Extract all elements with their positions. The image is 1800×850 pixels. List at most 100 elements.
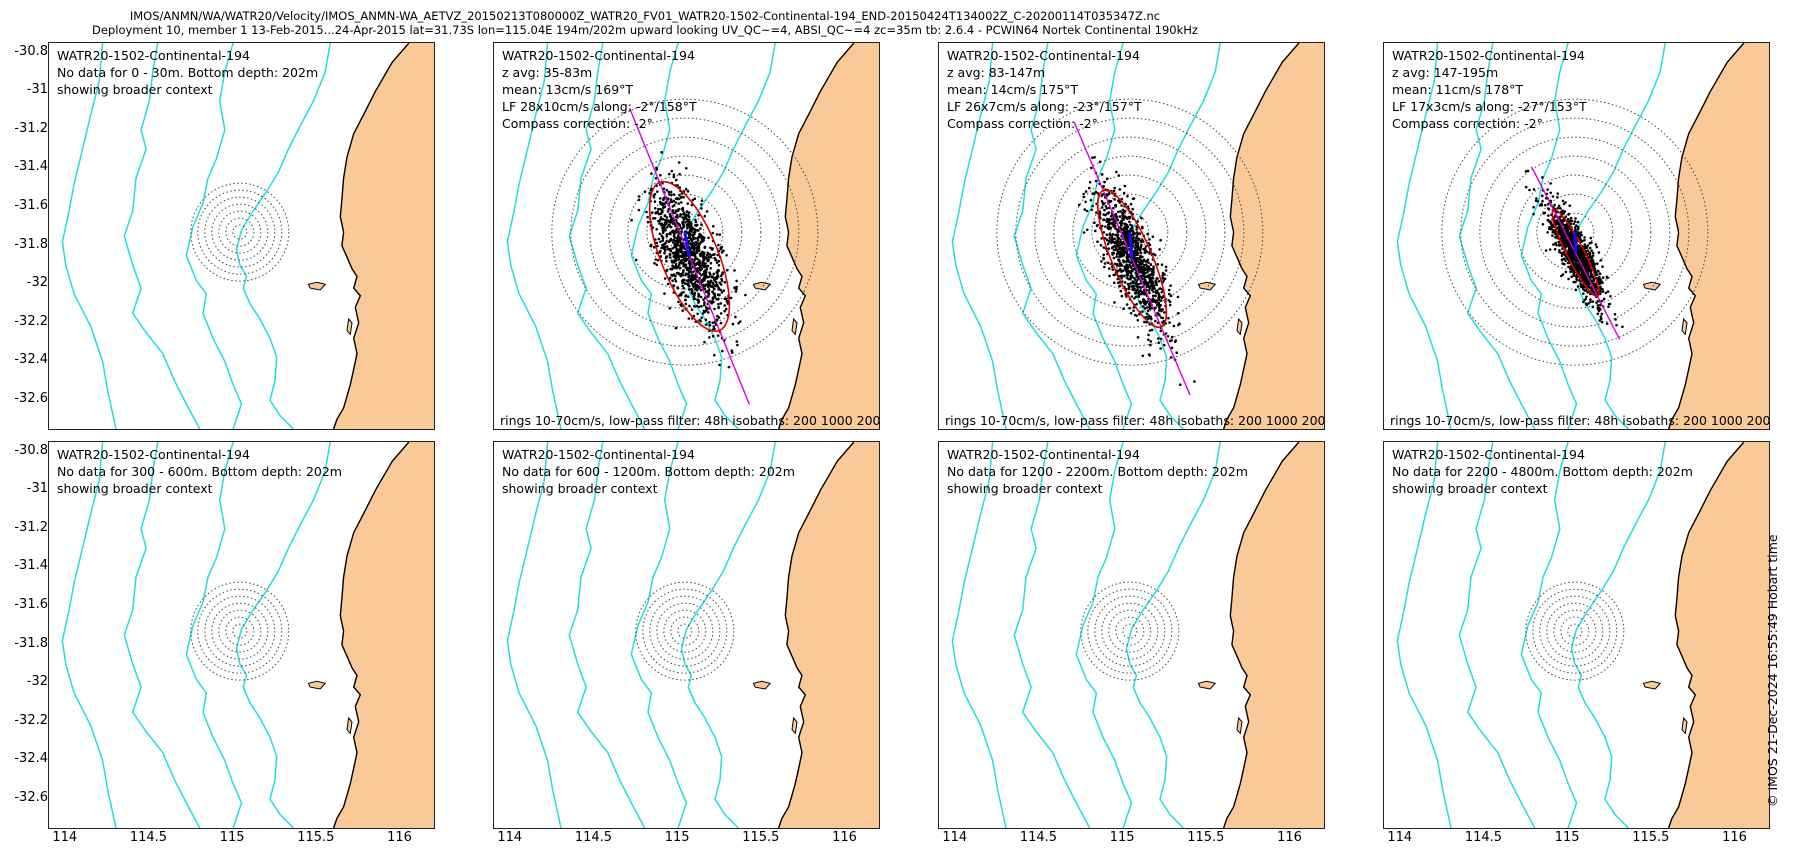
x-tick-label: 114.5 (1019, 830, 1058, 845)
coastline (332, 43, 410, 429)
panel-title: WATR20-1502-Continental-194 (1392, 447, 1585, 462)
map-panel-3: WATR20-1502-Continental-194 z avg: 83-147… (938, 42, 1325, 430)
ring-30cms (663, 609, 707, 653)
ring-40cms (608, 155, 762, 309)
ring-20cms (1091, 193, 1169, 271)
y-tick-label: -31.8 (14, 635, 48, 651)
x-tick-label: 115.5 (1632, 830, 1670, 845)
panel-info-line: showing broader context (947, 481, 1103, 496)
panel-info-line: Compass correction: -2° (947, 116, 1098, 131)
ring-50cms (204, 196, 276, 268)
island-rottnest (307, 680, 327, 690)
y-tick-label: -32.6 (14, 790, 48, 806)
ring-20cms (646, 193, 724, 271)
isobath-1000 (630, 442, 688, 828)
panel-info-line: z avg: 83-147m (947, 65, 1046, 80)
ring-50cms (649, 595, 721, 667)
panel-footer: rings 10-70cm/s, low-pass filter: 48h is… (945, 413, 1325, 428)
ring-70cms (551, 98, 819, 366)
ring-70cms (1080, 581, 1180, 681)
isobath-200 (235, 43, 331, 429)
coastline (1222, 442, 1300, 828)
panel-info-line: showing broader context (1392, 481, 1548, 496)
map-svg (1396, 43, 1769, 429)
land-area (778, 442, 879, 828)
map-svg (951, 442, 1324, 828)
ring-60cms (1015, 117, 1245, 347)
x-tick-label: 114.5 (574, 830, 613, 845)
panel-info-line: showing broader context (502, 481, 658, 496)
ring-60cms (570, 117, 800, 347)
panel-info-line: No data for 300 - 600m. Bottom depth: 20… (57, 464, 342, 479)
figure-title-line-1: IMOS/ANMN/WA/WATR20/Velocity/IMOS_ANMN-W… (129, 9, 1161, 23)
velocity-scatter (630, 151, 747, 369)
map-panel-8: WATR20-1502-Continental-194 No data for 2… (1383, 441, 1770, 829)
panel-info-line: Compass correction: -2° (502, 116, 653, 131)
panel-title: WATR20-1502-Continental-194 (57, 447, 250, 462)
map-svg (951, 43, 1324, 429)
ring-40cms (1101, 602, 1159, 660)
panel-text: WATR20-1502-Continental-194 z avg: 35-83m… (502, 47, 697, 132)
panel-title: WATR20-1502-Continental-194 (947, 447, 1140, 462)
x-tick-label: 116 (1277, 830, 1302, 845)
principal-axis-line (1073, 121, 1191, 396)
y-tick-label: -32 (26, 674, 48, 690)
panel-info-line: z avg: 147-195m (1392, 65, 1499, 80)
coastline (1667, 43, 1745, 429)
panel-info-line: mean: 13cm/s 169°T (502, 82, 634, 97)
figure-title-line-2: Deployment 10, member 1 13-Feb-2015...24… (92, 23, 1198, 37)
panel-title: WATR20-1502-Continental-194 (1392, 48, 1585, 63)
panel-text: WATR20-1502-Continental-194 No data for 6… (502, 446, 795, 497)
x-tick-label: 115.5 (1187, 830, 1225, 845)
ring-40cms (1053, 155, 1207, 309)
y-tick-label: -32.4 (14, 751, 48, 767)
island-garden (346, 716, 353, 735)
panel-info-line: LF 17x3cm/s along: -27°/153°T (1392, 99, 1587, 114)
x-tick-label: 116 (832, 830, 857, 845)
island-garden (791, 716, 798, 735)
y-tick-label: -32.2 (14, 712, 48, 728)
land-area (1223, 43, 1324, 429)
map-svg (61, 43, 434, 429)
coastline (332, 442, 410, 828)
ring-50cms (1094, 595, 1166, 667)
panel-title: WATR20-1502-Continental-194 (502, 447, 695, 462)
isobath-200 (680, 442, 776, 828)
ring-50cms (1539, 595, 1611, 667)
ring-60cms (1087, 588, 1173, 674)
coastline (1667, 442, 1745, 828)
panel-text: WATR20-1502-Continental-194 z avg: 83-147… (947, 47, 1142, 132)
panel-title: WATR20-1502-Continental-194 (947, 48, 1140, 63)
island-rottnest (752, 281, 772, 291)
island-garden (791, 317, 798, 336)
isobath-1000 (185, 43, 243, 429)
panel-text: WATR20-1502-Continental-194 No data for 1… (947, 446, 1248, 497)
y-tick-label: -32 (26, 275, 48, 291)
y-tick-label: -31.6 (14, 198, 48, 214)
panel-title: WATR20-1502-Continental-194 (502, 48, 695, 63)
timestamp-label: © IMOS 21-Dec-2024 16:55:49 Hobart time (1765, 534, 1780, 807)
isobath-4000 (61, 442, 117, 828)
panel-title: WATR20-1502-Continental-194 (57, 48, 250, 63)
coastline (777, 43, 855, 429)
panel-info-line: mean: 11cm/s 178°T (1392, 82, 1524, 97)
ring-70cms (190, 182, 290, 282)
panel-info-line: LF 26x7cm/s along: -23°/157°T (947, 99, 1142, 114)
ring-50cms (204, 595, 276, 667)
panel-info-line: No data for 1200 - 2200m. Bottom depth: … (947, 464, 1248, 479)
ring-60cms (642, 588, 728, 674)
island-garden (1236, 317, 1243, 336)
isobath-4000 (506, 43, 562, 429)
panel-info-line: Compass correction: -2° (1392, 116, 1543, 131)
isobath-200 (1125, 442, 1221, 828)
ring-60cms (1532, 588, 1618, 674)
island-rottnest (307, 281, 327, 291)
panel-footer: rings 10-70cm/s, low-pass filter: 48h is… (500, 413, 880, 428)
ring-40cms (211, 602, 269, 660)
ring-10cms (1567, 623, 1583, 639)
ring-20cms (225, 616, 255, 646)
ring-40cms (211, 203, 269, 261)
ring-70cms (190, 581, 290, 681)
map-panel-4: WATR20-1502-Continental-194 z avg: 147-19… (1383, 42, 1770, 430)
panel-info-line: showing broader context (57, 82, 213, 97)
